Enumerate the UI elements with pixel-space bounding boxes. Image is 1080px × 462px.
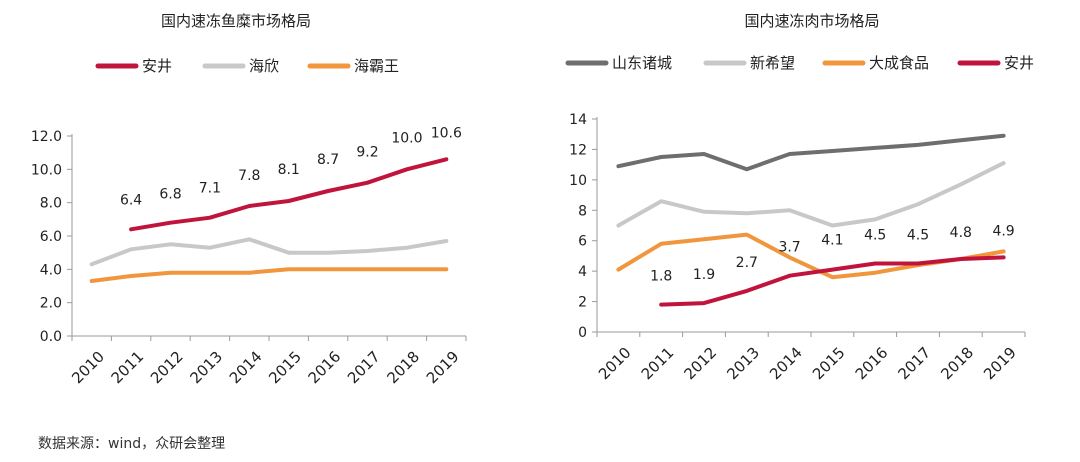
y-tick-label: 0 [578,325,587,341]
y-tick-label: 8 [578,203,587,219]
x-tick-label: 2018 [383,348,423,388]
series-line-安井 [129,157,449,232]
data-label: 7.8 [238,168,260,184]
x-tick-label: 2019 [423,348,463,388]
y-tick-label: 4.0 [40,262,62,278]
x-tick-label: 2013 [723,344,763,384]
y-tick-label: 14 [569,112,587,128]
series-line-新希望 [616,161,1006,228]
series-line-安井 [659,255,1006,307]
x-tick-label: 2010 [68,348,108,388]
y-tick-label: 6.0 [40,229,62,245]
data-label: 8.1 [278,162,300,178]
series-line-山东诸城 [616,133,1006,172]
data-label: 2.7 [736,255,758,271]
data-label: 1.8 [650,269,672,285]
data-label: 3.7 [778,240,800,256]
data-label: 6.4 [120,192,142,208]
legend-label: 新希望 [750,54,795,72]
data-label: 6.8 [159,187,181,203]
legend-label: 安井 [1004,54,1034,72]
x-tick-label: 2011 [638,344,678,384]
y-tick-label: 6 [578,234,587,250]
x-tick-label: 2019 [980,344,1020,384]
series-line-海欣 [89,237,449,267]
data-label: 4.5 [864,228,886,244]
x-tick-label: 2016 [852,344,892,384]
chart-title: 国内速冻鱼糜市场格局 [161,12,311,30]
data-label: 7.1 [199,181,221,197]
x-tick-label: 2017 [895,344,935,384]
legend-label: 大成食品 [869,54,929,72]
y-tick-label: 0.0 [40,329,62,345]
source-note: 数据来源：wind，众研会整理 [38,436,226,452]
chart-title: 国内速冻肉市场格局 [744,12,879,30]
data-label: 4.1 [821,233,843,249]
legend-label: 安井 [142,57,172,75]
x-tick-label: 2011 [108,348,148,388]
x-tick-label: 2010 [595,344,635,384]
y-tick-label: 8.0 [40,196,62,212]
data-label: 4.8 [950,225,972,241]
y-tick-label: 12 [569,142,587,158]
y-tick-label: 10 [569,173,587,189]
y-tick-label: 4 [578,264,587,280]
x-tick-label: 2016 [305,348,345,388]
x-tick-label: 2017 [344,348,384,388]
x-tick-label: 2014 [226,348,266,388]
data-label: 10.0 [391,130,422,146]
data-label: 8.7 [317,152,339,168]
y-tick-label: 2 [578,295,587,311]
y-tick-label: 2.0 [40,296,62,312]
x-tick-label: 2015 [265,348,305,388]
data-label: 4.5 [907,228,929,244]
series-line-海霸王 [89,267,449,283]
x-tick-label: 2012 [147,348,187,388]
x-tick-label: 2014 [766,344,806,384]
legend-label: 山东诸城 [612,54,672,72]
y-tick-label: 10.0 [31,162,62,178]
x-tick-label: 2015 [809,344,849,384]
data-label: 9.2 [356,145,378,161]
data-label: 4.9 [992,223,1014,239]
x-tick-label: 2013 [186,348,226,388]
y-tick-label: 12.0 [31,129,62,145]
legend-label: 海霸王 [354,57,399,75]
data-label: 1.9 [693,267,715,283]
x-tick-label: 2012 [681,344,721,384]
x-tick-label: 2018 [937,344,977,384]
legend-label: 海欣 [249,57,279,75]
data-label: 10.6 [431,125,462,141]
